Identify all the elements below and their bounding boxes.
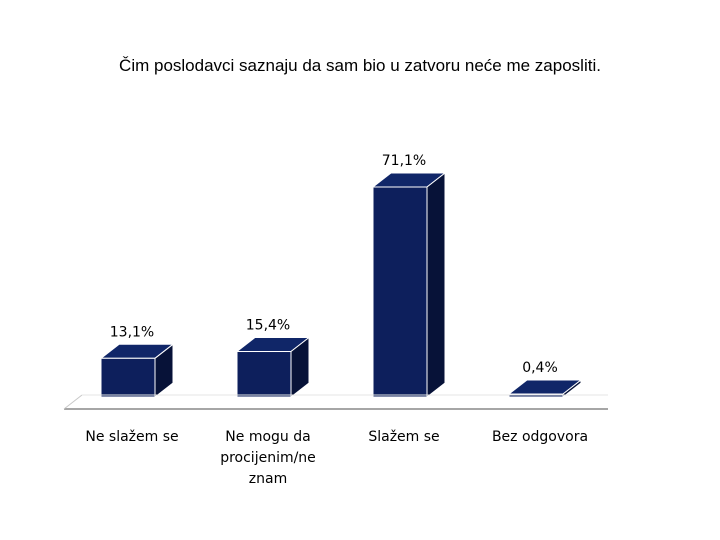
data-label: 13,1% bbox=[110, 324, 154, 340]
data-label: 71,1% bbox=[382, 153, 426, 169]
bar bbox=[372, 186, 428, 398]
category-label: znam bbox=[249, 471, 287, 487]
bar-side-face bbox=[426, 171, 446, 399]
chart-title: Čim poslodavci saznaju da sam bio u zatv… bbox=[119, 56, 601, 75]
category-label: Ne mogu da bbox=[225, 429, 310, 445]
category-label: procijenim/ne bbox=[220, 450, 316, 466]
category-label: Bez odgovora bbox=[492, 429, 588, 445]
category-label: Ne slažem se bbox=[85, 429, 178, 445]
floor-edge bbox=[63, 394, 83, 410]
category-label: Slažem se bbox=[368, 429, 439, 445]
bar bbox=[100, 357, 156, 398]
bar bbox=[236, 351, 292, 398]
data-label: 15,4% bbox=[246, 318, 290, 334]
data-label: 0,4% bbox=[522, 360, 558, 376]
